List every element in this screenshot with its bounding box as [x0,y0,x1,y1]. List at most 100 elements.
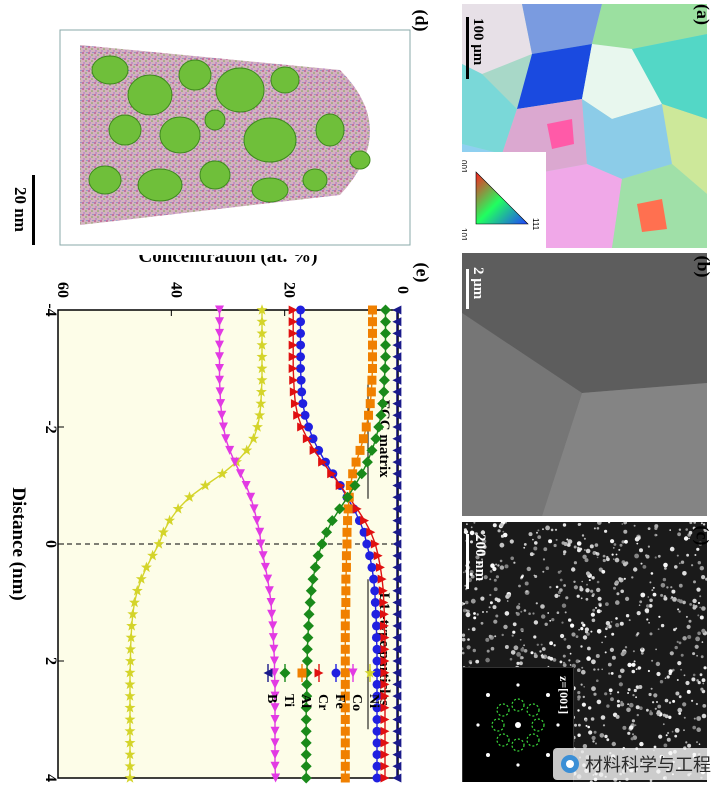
precipitate-dot [688,537,690,540]
precipitate-dot [696,679,699,682]
scale-bar-text: 200 nm [472,534,488,582]
precipitate-dot [663,595,667,598]
data-point-fe [370,586,380,596]
data-point-ti [300,737,312,749]
precipitate-dot [534,575,538,578]
data-point-al [341,551,351,561]
data-point-fe [372,761,382,771]
data-point-al [341,562,351,572]
data-point-al [342,539,352,549]
precipitate-dot [629,702,634,708]
precipitate-dot [623,577,626,580]
precipitate-dot [481,558,483,561]
data-point-cr [288,317,298,327]
precipitate-dot [562,663,567,667]
precipitate-dot [569,652,572,655]
data-point-al [368,364,377,373]
precipitate-dot [631,669,636,674]
precipitate-dot [685,741,688,744]
data-point-fe [372,715,382,724]
precipitate-dot [480,530,486,535]
legend-label-ti: Ti [281,694,296,707]
precipitate-dot [609,692,612,695]
data-point-ti [303,608,315,620]
precipitate-dot [488,606,491,609]
precipitate-dot [692,725,696,730]
precipitate-dot [678,712,682,715]
precipitate-dot [559,660,563,664]
precipitate-dot [674,734,678,738]
precipitate-dot [664,714,669,719]
watermark-text: 材料科学与工程 [585,755,711,775]
precipitate-dot [513,645,519,651]
data-point-co [249,504,259,514]
data-point-ti [321,526,333,538]
x-tick-label: 4 [42,774,59,782]
precipitate-dot [534,541,538,545]
precipitate-dot [666,675,670,679]
precipitate-dot [464,600,469,605]
ipf-label-111: 111 [531,218,540,231]
precipitate-dot [624,539,628,544]
precipitate-dot [598,604,602,607]
data-point-ti [349,480,361,491]
precipitate-dot [596,587,601,593]
precipitate-dot [591,618,596,623]
precipitate-dot [687,743,692,748]
data-point-fe [303,422,313,432]
precipitate-dot [610,697,614,702]
precipitate-dot [589,544,594,549]
data-point-cr [378,586,388,596]
data-point-al [368,352,377,362]
data-point-b [392,375,402,385]
data-point-ni [153,538,165,549]
precipitate-dot [680,668,682,671]
precipitate-dot [652,701,655,704]
data-point-cr [380,679,390,689]
precipitate-dot [492,566,497,572]
precipitate-dot [614,580,619,585]
data-point-ti [302,632,314,644]
precipitate-dot [493,619,498,624]
data-point-ni [124,666,136,678]
data-point-ni [124,690,136,701]
precipitate-dot [635,685,640,689]
precipitate-dot [657,554,661,558]
data-point-ni [256,304,268,315]
precipitate-dot [562,654,566,658]
precipitate-dot [633,524,636,527]
precipitate-dot [697,681,701,685]
data-point-b [392,457,402,467]
precipitate-dot [617,691,620,694]
precipitate-dot [699,566,704,571]
precipitate-dot [644,608,650,613]
data-point-cr [293,410,303,420]
data-point-cr [379,609,389,619]
precipitate-dot [563,584,566,587]
data-point-ti [366,444,378,456]
data-point-cr [380,750,390,760]
precipitate-dot [625,596,630,601]
precipitate-dot [502,530,505,533]
precipitate-dot [604,651,607,654]
precipitate-dot [701,606,706,611]
precipitate-dot [677,608,680,611]
data-point-b [392,516,402,526]
data-point-al [340,773,350,783]
precipitate-dot [693,580,696,584]
precipitate-dot [638,604,641,606]
data-point-co [267,609,277,619]
precipitate-dot [499,559,503,563]
precipitate-dot [676,640,679,643]
precipitate-dot [615,553,618,556]
precipitate-dot [635,705,640,710]
precipitate-dot [585,588,590,593]
precipitate-dot [672,597,677,602]
precipitate-dot [499,523,504,528]
precipitate-dot [469,572,473,576]
precipitate-dot [480,621,484,625]
precipitate-dot [466,645,471,650]
precipitate-dot [582,635,588,640]
precipitate-dot [590,630,593,633]
legend-marker-co [348,668,358,678]
